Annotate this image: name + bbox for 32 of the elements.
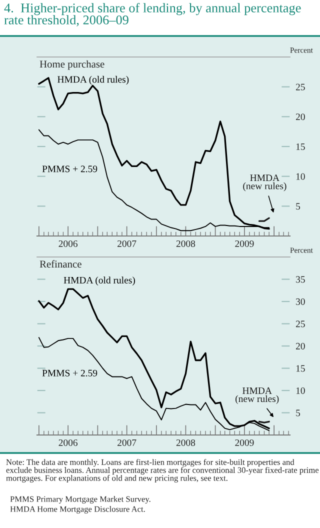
x-tick-label: 2008 — [176, 240, 196, 248]
series-label: HMDA (old rules) — [58, 76, 129, 85]
x-tick-label: 2006 — [58, 240, 78, 248]
series-label: PMMS + 2.59 — [42, 370, 98, 376]
x-tick-label: 2009 — [235, 439, 254, 446]
y-tick-label: 5 — [296, 410, 300, 416]
x-tick-label: 2008 — [176, 439, 196, 446]
y-tick-label: 15 — [296, 143, 305, 150]
y-tick-label: 10 — [296, 387, 305, 394]
text: HMDA (new rules) — [236, 387, 279, 404]
text: HMDA Home Mortgage Disclosure Act. — [10, 506, 145, 514]
x-tick-label: 2007 — [118, 240, 136, 248]
y-tick-label: 15 — [296, 365, 305, 372]
y-tick-label: 35 — [296, 276, 305, 283]
chart-title: 4. Higher-priced share of lending, by annual percentage rate threshold, 2006–09 — [4, 3, 301, 26]
x-tick-label: 2007 — [118, 439, 136, 446]
series-label: HMDA (old rules) — [64, 276, 135, 286]
y-tick-label: 20 — [296, 342, 305, 350]
text: Note: The data are monthly. Loans are first-lien mortgages for site-built properties and exclude business loans. Annual percentage rates are for conventional 30-year fixed-rate prime mortgages. For explanations of old and new pricing rules, see text. — [6, 459, 319, 483]
series-label: PMMS + 2.59 — [42, 166, 98, 172]
y-tick-label: 5 — [296, 203, 300, 210]
y-tick-label: 10 — [296, 173, 305, 180]
text: HMDA (new rules) — [243, 174, 286, 192]
chart-subtitle: Home purchase — [40, 60, 104, 70]
y-tick-label: 25 — [296, 320, 305, 328]
chart-subtitle: Refinance — [40, 260, 82, 268]
y-tick-label: 25 — [296, 84, 305, 90]
y-tick-label: 30 — [296, 298, 305, 305]
x-tick-label: 2006 — [58, 439, 78, 446]
x-tick-label: 2009 — [235, 240, 254, 248]
y-tick-label: 20 — [296, 114, 305, 120]
text: PMMS Primary Mortgage Market Survey. — [10, 496, 150, 504]
